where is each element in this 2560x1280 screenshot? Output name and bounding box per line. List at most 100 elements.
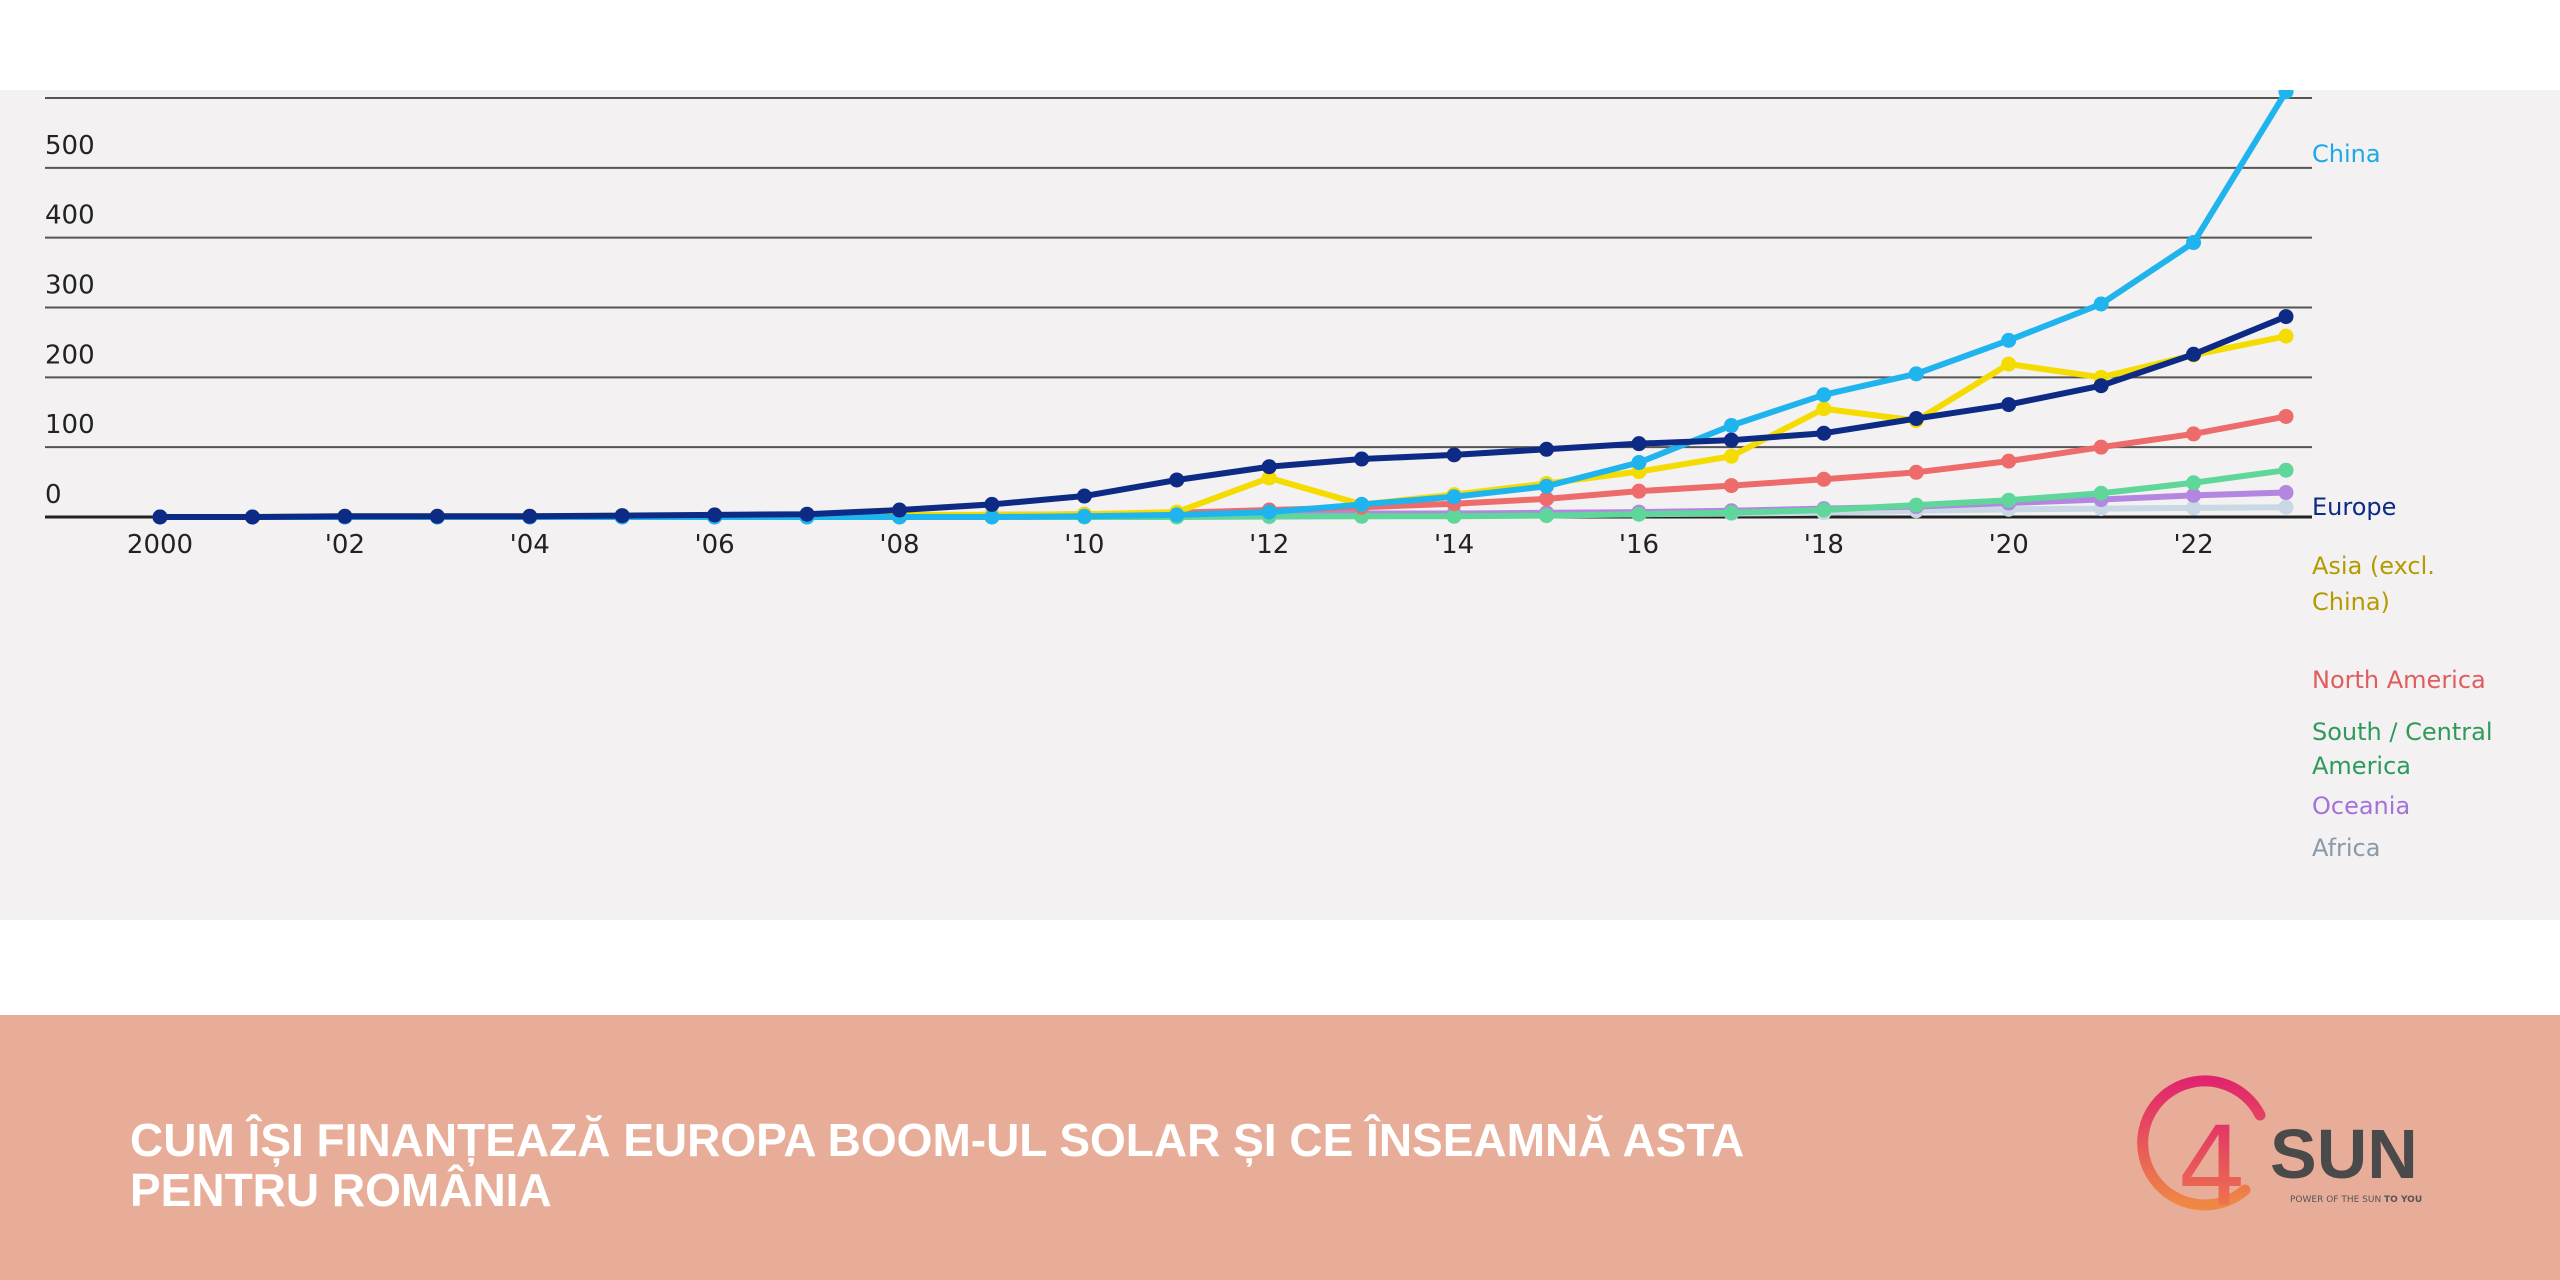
article-title-line-1: CUM ÎȘI FINANȚEAZĂ EUROPA BOOM-UL SOLAR … [130, 1114, 1745, 1166]
data-point [1261, 470, 1277, 486]
logo-ring-icon [2137, 1075, 2266, 1211]
data-point [2001, 492, 2017, 508]
data-point [2001, 332, 2017, 348]
series-asia-excl-china- [152, 328, 2294, 525]
data-point [2186, 426, 2202, 442]
data-point [2093, 485, 2109, 501]
data-point [1539, 491, 1555, 507]
x-tick-label: '04 [510, 530, 550, 560]
data-point [1446, 508, 1462, 524]
data-point [614, 508, 630, 524]
data-point [2001, 453, 2017, 469]
series-europe [152, 309, 2294, 525]
x-tick-label: '22 [2173, 530, 2213, 560]
data-point [1631, 436, 1647, 452]
y-tick-label: 500 [45, 131, 95, 161]
series-label: Oceania [2312, 792, 2410, 820]
data-point [2278, 408, 2294, 424]
y-tick-label: 100 [45, 410, 95, 440]
data-point [2278, 90, 2294, 100]
data-point [1446, 447, 1462, 463]
data-point [1354, 496, 1370, 512]
logo-name: SUN [2270, 1115, 2418, 1193]
data-point [2093, 296, 2109, 312]
data-point [1816, 425, 1832, 441]
data-point [984, 496, 1000, 512]
data-point [1908, 366, 1924, 382]
logo-tagline: POWER OF THE SUN TO YOU [2290, 1195, 2422, 1205]
data-point [1631, 483, 1647, 499]
data-point [1446, 489, 1462, 505]
data-point [2186, 346, 2202, 362]
data-point [1631, 506, 1647, 522]
series-label: America [2312, 752, 2411, 780]
x-tick-label: '06 [694, 530, 734, 560]
series-label: China [2312, 140, 2381, 168]
data-point [799, 506, 815, 522]
x-tick-label: '08 [879, 530, 919, 560]
data-point [984, 509, 1000, 525]
data-point [1908, 497, 1924, 513]
x-tick-label: '18 [1804, 530, 1844, 560]
x-tick-label: '02 [325, 530, 365, 560]
series-label: Africa [2312, 834, 2380, 862]
data-point [1908, 464, 1924, 480]
line-chart: 0 100 200 300 400 500 600 GW 2000 '02 '04 '06 '08 '… [45, 90, 2492, 862]
article-banner: CUM ÎȘI FINANȚEAZĂ EUROPA BOOM-UL SOLAR … [0, 1015, 2560, 1280]
data-point [2001, 356, 2017, 372]
data-point [244, 509, 260, 525]
data-point [1539, 441, 1555, 457]
y-tick-label: 0 [45, 480, 62, 510]
data-point [2278, 462, 2294, 478]
data-point [1076, 508, 1092, 524]
data-point [1723, 478, 1739, 494]
data-point [2186, 500, 2202, 516]
chart-panel: 0 100 200 300 400 500 600 GW 2000 '02 '04 '06 '08 '… [0, 90, 2560, 920]
data-point [2278, 499, 2294, 515]
data-point [429, 508, 445, 524]
series-label: Europe [2312, 493, 2396, 521]
article-title-line-2: PENTRU ROMÂNIA [130, 1164, 552, 1216]
data-point [1169, 472, 1185, 488]
y-tick-label: 600 GW [45, 90, 149, 91]
x-tick-label: '20 [1989, 530, 2029, 560]
data-point [2186, 475, 2202, 491]
series-line [160, 90, 2289, 520]
series-label: China) [2312, 588, 2390, 616]
data-point [707, 507, 723, 523]
article-title: CUM ÎȘI FINANȚEAZĂ EUROPA BOOM-UL SOLAR … [130, 1115, 2090, 1215]
series-label: Asia (excl. [2312, 552, 2435, 580]
data-point [1908, 411, 1924, 427]
series-line [160, 313, 2288, 520]
data-point [2093, 378, 2109, 394]
series-line [160, 333, 2287, 520]
data-point [1723, 505, 1739, 521]
data-point [1816, 401, 1832, 417]
data-point [2278, 309, 2294, 325]
data-point [2278, 485, 2294, 501]
x-tick-label: 2000 [127, 530, 193, 560]
data-point [1723, 448, 1739, 464]
data-point [2278, 328, 2294, 344]
data-point [2186, 487, 2202, 503]
data-point [1816, 502, 1832, 518]
logo-mark: 4 [2177, 1103, 2247, 1230]
data-point [2001, 397, 2017, 413]
data-point [1723, 432, 1739, 448]
data-point [152, 509, 168, 525]
data-point [1816, 387, 1832, 403]
series-label: North America [2312, 666, 2486, 694]
data-point [1261, 504, 1277, 520]
data-point [1539, 478, 1555, 494]
data-point [2186, 235, 2202, 251]
data-point [891, 502, 907, 518]
data-point [1723, 418, 1739, 434]
x-tick-label: '10 [1064, 530, 1104, 560]
4sun-logo: 4 SUN POWER OF THE SUN TO YOU [2137, 1075, 2422, 1230]
data-point [1354, 451, 1370, 467]
y-tick-label: 400 [45, 201, 95, 231]
x-tick-label: '16 [1619, 530, 1659, 560]
y-tick-label: 300 [45, 271, 95, 301]
data-point [337, 508, 353, 524]
data-point [1631, 455, 1647, 471]
